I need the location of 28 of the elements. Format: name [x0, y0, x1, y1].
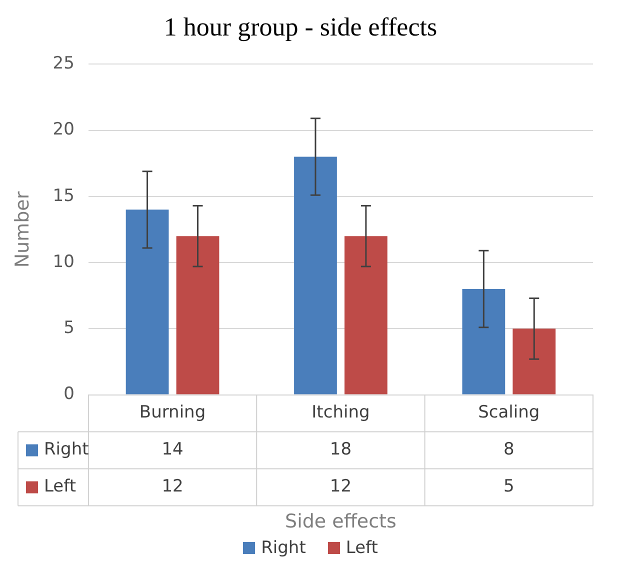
bar	[512, 328, 556, 394]
y-tick-label: 10	[52, 252, 74, 272]
y-axis-title: Number	[11, 191, 34, 268]
legend-label: Left	[44, 476, 76, 497]
x-tick-label: Burning	[139, 402, 206, 422]
bar	[344, 236, 388, 394]
bar	[126, 210, 169, 394]
bar	[294, 156, 337, 394]
data-label: 8	[503, 440, 514, 460]
legend-label: Right	[44, 440, 90, 460]
data-label: 14	[162, 440, 184, 460]
data-label: 12	[330, 476, 352, 497]
data-label: 18	[330, 440, 352, 460]
y-tick-label: 25	[52, 54, 74, 74]
y-tick-label: 15	[52, 186, 74, 206]
bar	[176, 236, 220, 394]
x-tick-label: Scaling	[478, 402, 540, 422]
bar	[462, 289, 506, 394]
data-label: 12	[162, 476, 184, 497]
y-tick-label: 0	[64, 384, 74, 404]
chart-title: 1 hour group - side effects	[164, 12, 438, 42]
text: Right	[261, 538, 306, 558]
y-tick-label: 20	[52, 120, 74, 140]
x-tick-label: Itching	[312, 402, 370, 422]
x-axis-title: Side effects	[285, 510, 396, 533]
y-tick-label: 5	[64, 318, 74, 338]
data-label: 5	[503, 476, 514, 497]
text: Left	[346, 538, 378, 558]
